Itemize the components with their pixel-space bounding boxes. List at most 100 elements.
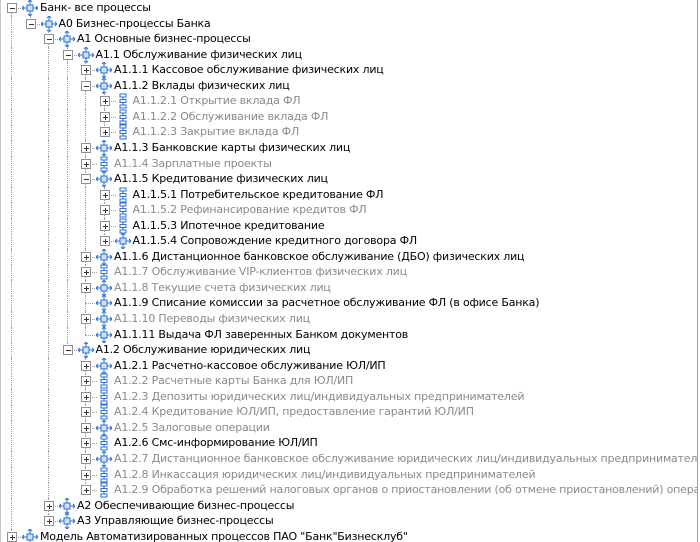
tree-item[interactable]: А1.1.3 Банковские карты физических лиц (1, 139, 697, 157)
tree-item[interactable]: А1.1.2.1 Открытие вклада ФЛ (1, 93, 697, 110)
collapse-button[interactable] (7, 3, 17, 13)
tree-item-label[interactable]: А2 Обеспечивающие бизнес-процессы (77, 498, 295, 512)
tree-item-label[interactable]: А1.2.6 Смс-информирование ЮЛ/ИП (114, 436, 318, 450)
tree-item-label[interactable]: Модель Автоматизированных процессов ПАО … (40, 529, 408, 542)
tree-item-label[interactable]: А1.1.2 Вклады физических лиц (114, 78, 290, 92)
tree-item-label[interactable]: А0 Бизнес-процессы Банка (58, 16, 211, 30)
expand-button[interactable] (99, 127, 110, 138)
expand-button[interactable] (81, 282, 91, 293)
tree-item[interactable]: Банк- все процессы (1, 0, 697, 17)
tree-item[interactable]: А1.1.5.2 Рефинансирование кредитов ФЛ (1, 202, 697, 219)
tree-item[interactable]: А1.2.1 Расчетно-кассовое обслуживание ЮЛ… (1, 356, 697, 375)
collapse-button[interactable] (81, 80, 91, 91)
tree-item[interactable]: А3 Управляющие бизнес-процессы (1, 512, 697, 530)
tree-item[interactable]: А1.1.2.2 Обслуживание вклада ФЛ (1, 108, 697, 125)
tree-item-label[interactable]: А1.2.1 Расчетно-кассовое обслуживание ЮЛ… (114, 358, 386, 372)
expand-button[interactable] (81, 158, 91, 169)
tree-item[interactable]: А1.2.5 Залоговые операции (1, 419, 697, 437)
tree-item-label[interactable]: А1.2.4 Кредитование ЮЛ/ИП, предоставлени… (114, 405, 474, 419)
tree-item[interactable]: А1.1.5.1 Потребительское кредитование ФЛ (1, 186, 697, 203)
tree-item-label[interactable]: А1.1.10 Переводы физических лиц (114, 312, 310, 325)
tree-item-label[interactable]: А1.2.2 Расчетные карты Банка для ЮЛ/ИП (114, 374, 354, 388)
expand-button[interactable] (81, 391, 91, 402)
tree-item[interactable]: А1.1.2.3 Закрытие вклада ФЛ (1, 124, 697, 141)
expand-button[interactable] (81, 407, 91, 418)
tree-item[interactable]: А1.1.4 Зарплатные проекты (1, 155, 697, 172)
tree-item[interactable]: А1.1.11 Выдача ФЛ заверенных Банком доку… (1, 325, 697, 344)
tree-item-label[interactable]: А1.1.5.2 Рефинансирование кредитов ФЛ (132, 203, 367, 217)
tree-item-label[interactable]: А1 Основные бизнес-процессы (77, 32, 251, 46)
tree-item[interactable]: А1.1.8 Текущие счета физических лиц (1, 279, 697, 297)
expand-button[interactable] (81, 422, 91, 433)
expand-button[interactable] (7, 531, 17, 542)
tree-item[interactable]: А1.2.7 Дистанционное банковское обслужив… (1, 450, 698, 468)
tree-item-label[interactable]: А1.1.5 Кредитование физических лиц (114, 172, 328, 186)
tree-item-label[interactable]: А1.1.9 Списание комиссии за расчетное об… (114, 296, 540, 310)
tree-item-label[interactable]: А1.1.8 Текущие счета физических лиц (114, 280, 331, 294)
expand-button[interactable] (81, 65, 91, 76)
expand-button[interactable] (99, 96, 110, 107)
tree-item-label[interactable]: А1.1.4 Зарплатные проекты (114, 156, 272, 170)
tree-item[interactable]: А1.1.7 Обслуживание VIP-клиентов физичес… (1, 264, 697, 281)
tree-item[interactable]: А1.2.3 Депозиты юридических лиц/индивиду… (1, 388, 697, 405)
collapse-button[interactable] (44, 34, 54, 45)
tree-item-label[interactable]: А1.2.9 Обработка решений налоговых орган… (114, 483, 697, 497)
tree-item-label[interactable]: А1.1.2.1 Открытие вклада ФЛ (132, 94, 301, 108)
tree-item[interactable]: А1.2 Обслуживание юридических лиц (1, 341, 697, 359)
tree-item-label[interactable]: А1.2.8 Инкассация юридических лиц/индиви… (114, 467, 536, 481)
collapse-button[interactable] (62, 49, 73, 60)
tree-item-label[interactable]: А1.1 Обслуживание физических лиц (95, 47, 303, 61)
tree-item-label[interactable]: А1.1.5.3 Ипотечное кредитование (132, 218, 325, 232)
tree-item-label[interactable]: А1.1.1 Кассовое обслуживание физических … (114, 63, 384, 77)
expand-button[interactable] (81, 267, 91, 278)
collapse-button[interactable] (81, 174, 91, 185)
expand-button[interactable] (99, 205, 110, 216)
tree-item[interactable]: А1.1.5 Кредитование физических лиц (1, 170, 697, 188)
tree-item[interactable]: А1.1.5.4 Сопровождение кредитного догово… (1, 232, 697, 250)
tree-item[interactable]: А1.2.2 Расчетные карты Банка для ЮЛ/ИП (1, 373, 697, 390)
expand-button[interactable] (81, 251, 91, 262)
tree-item-label[interactable]: Банк- все процессы (40, 1, 151, 14)
tree-item[interactable]: А1.2.4 Кредитование ЮЛ/ИП, предоставлени… (1, 404, 697, 421)
tree-item[interactable]: А2 Обеспечивающие бизнес-процессы (1, 496, 697, 515)
tree-item[interactable]: А1.1 Обслуживание физических лиц (1, 45, 697, 64)
tree-item[interactable]: Модель Автоматизированных процессов ПАО … (1, 527, 697, 542)
tree-item[interactable]: А0 Бизнес-процессы Банка (1, 14, 697, 33)
expand-button[interactable] (99, 189, 110, 200)
tree-item-label[interactable]: А1.1.7 Обслуживание VIP-клиентов физичес… (114, 265, 407, 279)
expand-button[interactable] (81, 376, 91, 387)
tree-item[interactable]: А1.1.10 Переводы физических лиц (1, 310, 697, 328)
expand-button[interactable] (44, 500, 54, 511)
tree-item-label[interactable]: А1.2.7 Дистанционное банковское обслужив… (114, 451, 698, 465)
expand-button[interactable] (44, 516, 54, 527)
expand-button[interactable] (81, 142, 91, 153)
tree-item-label[interactable]: А1.2 Обслуживание юридических лиц (95, 343, 311, 357)
tree-item[interactable]: А1 Основные бизнес-процессы (1, 30, 697, 48)
tree-item[interactable]: А1.2.9 Обработка решений налоговых орган… (1, 482, 697, 499)
tree-item[interactable]: А1.1.6 Дистанционное банковское обслужив… (1, 248, 697, 266)
expand-button[interactable] (81, 485, 91, 496)
tree-item-label[interactable]: А1.1.6 Дистанционное банковское обслужив… (114, 249, 525, 263)
tree-item-label[interactable]: А1.2.3 Депозиты юридических лиц/индивиду… (114, 389, 525, 403)
expand-button[interactable] (81, 360, 91, 371)
tree-item[interactable]: А1.1.5.3 Ипотечное кредитование (1, 217, 697, 234)
tree-item-label[interactable]: А1.2.5 Залоговые операции (114, 420, 270, 434)
tree-item-label[interactable]: А1.1.2.2 Обслуживание вклада ФЛ (132, 109, 329, 123)
tree-item[interactable]: А1.2.6 Смс-информирование ЮЛ/ИП (1, 435, 697, 452)
tree-item-label[interactable]: А1.1.11 Выдача ФЛ заверенных Банком доку… (114, 327, 409, 341)
tree-item[interactable]: А1.2.8 Инкассация юридических лиц/индиви… (1, 466, 697, 483)
tree-item[interactable]: А1.1.9 Списание комиссии за расчетное об… (1, 294, 697, 313)
expand-button[interactable] (99, 236, 110, 247)
collapse-button[interactable] (62, 345, 73, 356)
tree-item-label[interactable]: А1.1.5.4 Сопровождение кредитного догово… (132, 234, 418, 248)
expand-button[interactable] (81, 438, 91, 449)
expand-button[interactable] (81, 314, 91, 324)
tree-item[interactable]: А1.1.2 Вклады физических лиц (1, 77, 697, 95)
tree-item[interactable]: А1.1.1 Кассовое обслуживание физических … (1, 61, 697, 79)
tree-item-label[interactable]: А1.1.3 Банковские карты физических лиц (114, 140, 351, 154)
expand-button[interactable] (99, 111, 110, 122)
tree-item-label[interactable]: А1.1.5.1 Потребительское кредитование ФЛ (132, 187, 384, 201)
expand-button[interactable] (99, 220, 110, 231)
tree-item-label[interactable]: А3 Управляющие бизнес-процессы (77, 514, 274, 528)
